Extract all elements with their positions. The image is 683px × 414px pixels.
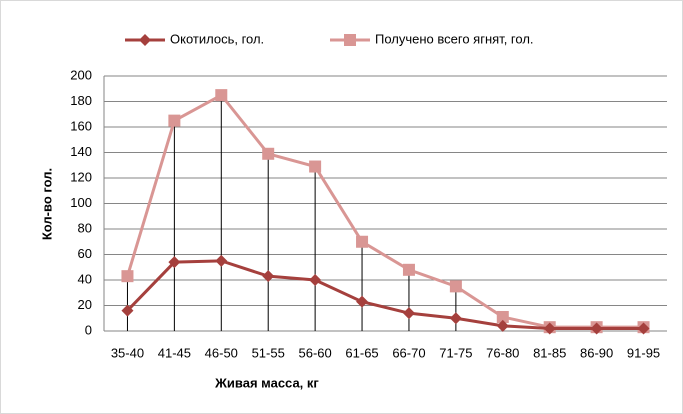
marker (449, 312, 462, 325)
y-tick-label: 120 (70, 169, 92, 184)
y-tick-label: 200 (70, 67, 92, 82)
y-tick-label: 140 (70, 144, 92, 159)
marker (168, 256, 181, 269)
marker (590, 322, 603, 335)
x-tick-label: 76-80 (486, 345, 519, 360)
marker (262, 270, 275, 283)
marker (356, 235, 369, 248)
marker (637, 322, 650, 335)
y-tick-label: 60 (78, 246, 92, 261)
y-tick-label: 180 (70, 93, 92, 108)
marker (356, 295, 369, 308)
y-tick-label: 80 (78, 220, 92, 235)
marker (168, 114, 181, 127)
x-tick-label: 81-85 (533, 345, 566, 360)
marker (215, 89, 228, 102)
x-tick-label: 56-60 (299, 345, 332, 360)
x-tick-label: 46-50 (205, 345, 238, 360)
x-axis-label: Живая масса, кг (214, 375, 319, 390)
marker (543, 322, 556, 335)
x-tick-label: 51-55 (252, 345, 285, 360)
marker (402, 307, 415, 320)
y-tick-label: 40 (78, 271, 92, 286)
marker (139, 34, 151, 46)
marker (121, 304, 134, 317)
series-line (126, 259, 644, 330)
y-tick-label: 20 (78, 297, 92, 312)
marker (309, 160, 322, 173)
legend-label: Получено всего ягнят, гол. (375, 31, 534, 46)
x-tick-label: 86-90 (580, 345, 613, 360)
marker (215, 254, 228, 267)
marker (309, 274, 322, 286)
marker (449, 280, 462, 293)
x-tick-label: 41-45 (158, 345, 191, 360)
x-tick-label: 91-95 (627, 345, 660, 360)
x-tick-label: 61-65 (345, 345, 378, 360)
y-tick-label: 0 (85, 322, 92, 337)
marker (496, 310, 509, 323)
y-tick-label: 160 (70, 118, 92, 133)
marker (496, 319, 509, 332)
marker (121, 270, 134, 283)
x-tick-label: 71-75 (439, 345, 472, 360)
y-axis-label: Кол-во гол. (39, 168, 54, 240)
x-tick-label: 66-70 (392, 345, 425, 360)
marker (262, 147, 275, 160)
marker (344, 34, 356, 46)
y-tick-label: 100 (70, 195, 92, 210)
x-tick-label: 35-40 (111, 345, 144, 360)
legend-label: Окотилось, гол. (170, 31, 264, 46)
marker (402, 263, 415, 276)
